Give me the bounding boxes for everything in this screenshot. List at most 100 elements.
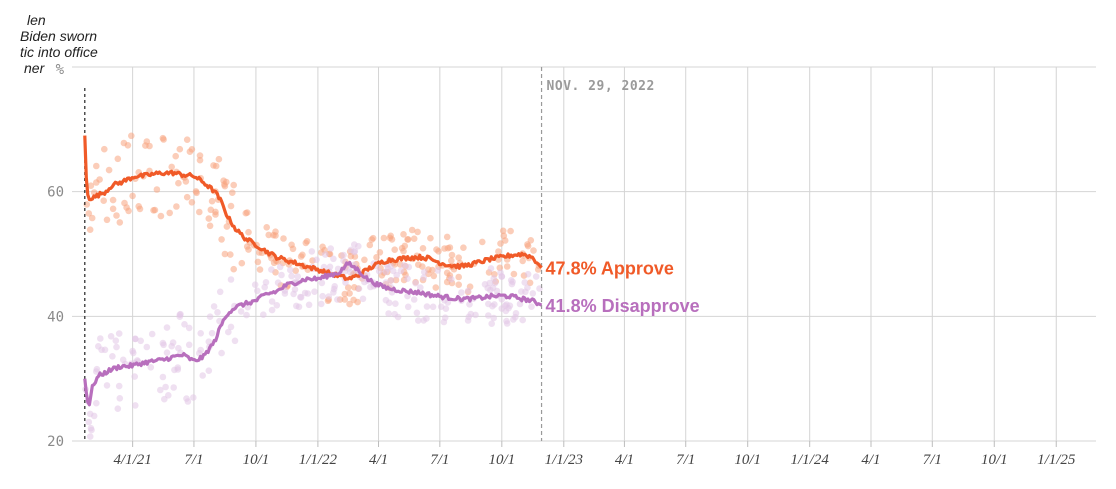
poll-dot [197,330,204,337]
poll-dot [100,197,107,204]
poll-dot [346,300,353,308]
poll-dot [242,209,250,217]
poll-dot [318,300,325,308]
poll-dot [184,398,192,405]
poll-dot [375,267,383,275]
x-tick-label: 7/1 [676,452,695,468]
poll-dot [115,382,123,390]
poll-dot [510,316,517,323]
poll-dot [497,240,504,247]
poll-dot [112,337,120,345]
poll-dot [443,233,451,241]
poll-dot [174,364,182,371]
poll-dot [419,245,427,252]
y-tick-label: 40 [47,309,64,325]
poll-dot [87,182,95,189]
poll-dot [176,313,184,321]
poll-dot [448,257,455,265]
poll-dot [405,263,413,271]
event-label-current-date: NOV. 29, 2022 [547,79,655,94]
poll-dot [440,318,448,326]
poll-dot [434,267,442,274]
poll-dot [123,204,130,211]
poll-dot [380,234,388,242]
poll-dot [260,311,267,319]
poll-dot [135,203,142,210]
poll-dot [392,300,399,308]
poll-dot [157,212,165,220]
poll-dot [521,279,528,286]
poll-dot [292,267,300,275]
poll-dot [88,214,96,222]
poll-dot [373,253,380,261]
poll-dot [214,309,221,316]
poll-dot [238,259,246,267]
poll-dot [503,263,511,270]
poll-dot [330,289,337,296]
poll-dot [163,349,171,357]
y-tick-label: 20 [47,434,64,450]
poll-dot [103,216,111,224]
poll-dot [397,267,405,275]
poll-dot [116,395,124,402]
poll-dot [150,207,157,214]
poll-dot [387,232,395,240]
poll-dot [96,176,103,183]
poll-dot [318,279,326,287]
poll-dot [519,316,526,324]
poll-dot [97,335,104,342]
poll-dot [196,208,203,216]
approve-line [83,135,543,281]
poll-dot [146,142,153,150]
poll-dot [311,288,318,296]
poll-dot [131,373,138,380]
poll-dot [435,248,442,255]
poll-dot [305,301,313,309]
poll-dot [95,343,102,350]
poll-dot [157,386,164,394]
poll-dot [190,394,197,401]
poll-dot [186,148,194,155]
poll-dot [274,279,282,287]
poll-dot [132,335,139,343]
poll-dot [376,249,384,256]
poll-dot [420,274,428,282]
x-tick-label: 7/1 [430,452,449,468]
poll-dot [256,266,264,273]
poll-dot [114,405,122,413]
x-tick-label: 4/1 [861,452,880,468]
poll-dot [182,178,190,185]
poll-dot [498,296,506,303]
poll-dot [442,305,450,313]
poll-dot [199,372,206,379]
x-tick-label: 1/1/24 [791,452,830,468]
poll-dot [404,236,412,243]
poll-dot [291,286,299,293]
poll-dot [382,268,390,276]
poll-dot [215,155,223,163]
poll-dot [354,298,361,306]
poll-dot [128,132,135,140]
poll-dot [400,231,407,238]
poll-dot [124,142,132,149]
poll-dot [245,228,252,236]
poll-dot [109,205,117,213]
y-axis: 20 40 60% [47,62,64,450]
poll-dot [410,235,418,242]
poll-dot [330,255,337,263]
poll-dot [414,228,421,236]
poll-dot [346,269,354,276]
poll-dot [85,210,93,217]
poll-dot [519,257,526,265]
poll-dot [524,270,532,278]
poll-dot [245,246,252,253]
event-label-inauguration: len [27,12,46,28]
poll-dot [386,299,393,307]
poll-dot [231,337,239,345]
poll-dot [443,269,451,277]
poll-dot [342,279,349,286]
poll-dot [297,253,305,260]
poll-dot [212,162,220,170]
poll-dot [254,258,262,266]
